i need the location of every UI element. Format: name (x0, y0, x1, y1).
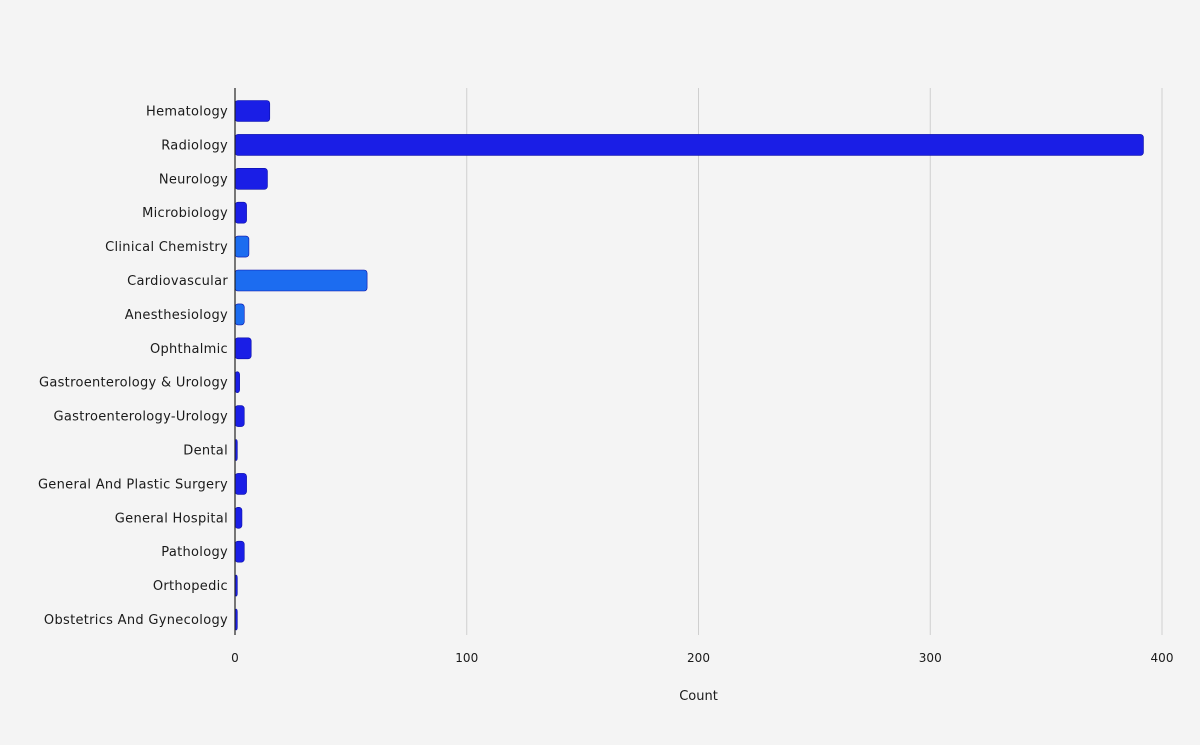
category-label: Gastroenterology & Urology (39, 376, 228, 391)
bar (234, 371, 240, 394)
bar (234, 337, 252, 360)
bar (234, 201, 247, 224)
x-tick-label: 100 (455, 651, 478, 665)
category-label: Pathology (161, 545, 228, 560)
category-labels: Hematology Radiology Neurology Microbiology… (38, 105, 228, 629)
category-label: Microbiology (142, 206, 228, 221)
category-label: Gastroenterology-Urology (54, 410, 228, 425)
bar (234, 100, 271, 122)
category-label: General Hospital (115, 511, 228, 526)
bar (234, 168, 268, 190)
category-label: Ophthalmic (150, 342, 228, 357)
category-label: Clinical Chemistry (105, 240, 228, 255)
x-tick-labels: 0 100 200 300 400 (231, 651, 1173, 665)
category-label: Neurology (159, 172, 228, 187)
bar (234, 269, 368, 292)
category-label: Obstetrics And Gynecology (44, 613, 228, 628)
gridlines (466, 88, 1163, 635)
category-label: Cardiovascular (127, 274, 228, 289)
category-label: General And Plastic Surgery (38, 477, 228, 492)
bar (234, 235, 250, 258)
category-label: Anesthesiology (125, 308, 228, 323)
bars (234, 100, 1144, 631)
category-label: Dental (183, 444, 228, 459)
category-label: Hematology (146, 105, 228, 120)
x-tick-label: 400 (1151, 651, 1174, 665)
x-tick-label: 0 (231, 651, 239, 665)
bar (234, 540, 245, 563)
x-tick-label: 200 (687, 651, 710, 665)
bar (234, 405, 245, 427)
x-axis-title: Count (679, 689, 718, 704)
category-label: Radiology (161, 138, 228, 153)
category-label: Orthopedic (153, 579, 228, 594)
bar (234, 303, 245, 326)
bar (234, 473, 247, 495)
bar (234, 134, 1144, 156)
x-tick-label: 300 (919, 651, 942, 665)
bar (234, 506, 243, 529)
